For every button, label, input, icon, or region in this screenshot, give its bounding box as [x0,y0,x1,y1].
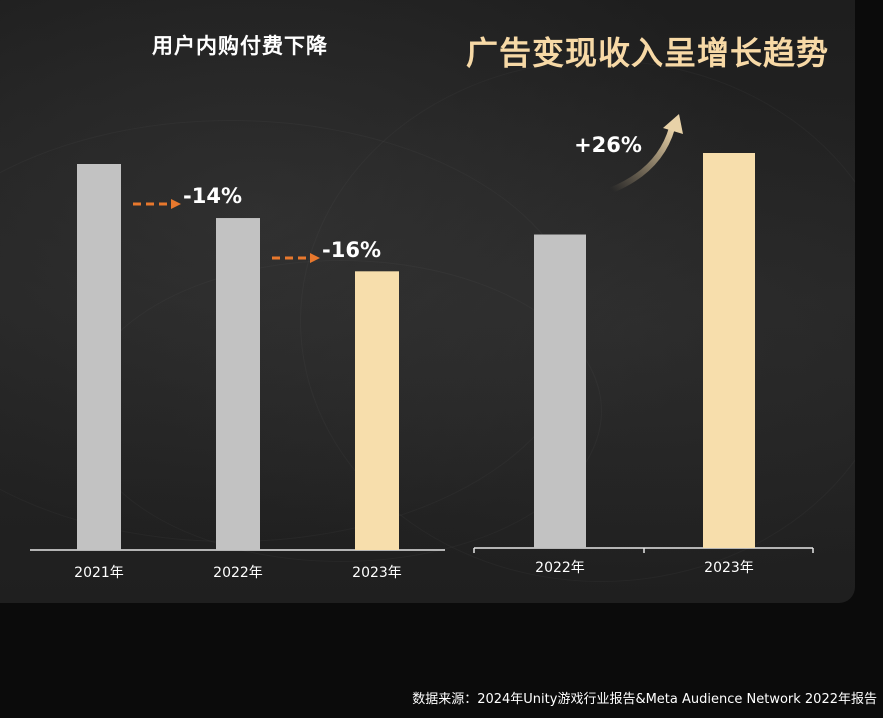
x-tick-label: 2023年 [352,565,402,581]
x-tick-label: 2023年 [704,560,754,576]
right-chart-title: 广告变现收入呈增长趋势 [465,34,829,72]
left-chart-title: 用户内购付费下降 [152,34,328,58]
growth-arrow [609,125,675,193]
x-tick-label: 2022年 [535,560,585,576]
change-label: -14% [183,184,242,208]
bar-2022年 [216,218,260,551]
growth-arrow-head [663,114,683,134]
bar-2021年 [77,164,121,550]
x-tick-label: 2022年 [213,565,263,581]
change-label: -16% [322,238,381,262]
change-label: +26% [574,133,642,157]
right-chart: 2022年 2023年 +26% [473,114,814,576]
left-chart: 2021年 2022年 2023年 -14% -16% [30,164,445,581]
data-source-note: 数据来源：2024年Unity游戏行业报告&Meta Audience Netw… [412,692,877,707]
bar-2023年 [355,271,399,550]
bar-2023年 [703,153,755,548]
x-tick-label: 2021年 [74,565,124,581]
bar-2022年 [534,234,586,548]
